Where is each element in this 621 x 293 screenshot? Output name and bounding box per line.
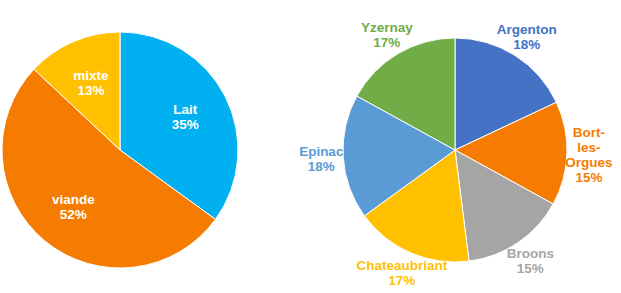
chart-canvas: Lait35%viande52%mixte13%Argenton18%Bort-… <box>0 0 621 293</box>
pie-slice <box>357 38 455 150</box>
data-label-line: 17% <box>388 273 415 288</box>
data-label-line: Broons <box>507 246 554 261</box>
data-label: Broons15% <box>507 246 554 276</box>
data-label: Yzernay17% <box>361 20 413 50</box>
data-label: viande52% <box>52 191 95 221</box>
data-label: Argenton18% <box>497 22 557 52</box>
data-label: Chateaubriant17% <box>356 258 447 288</box>
data-label-line: mixte <box>73 68 109 83</box>
data-label-line: 15% <box>517 261 544 276</box>
data-label: Bort-les-Orgues15% <box>565 124 612 184</box>
data-label-line: 52% <box>60 206 87 221</box>
data-label-line: Lait <box>173 102 198 117</box>
data-label-line: 35% <box>172 117 199 132</box>
data-label: mixte13% <box>73 68 109 98</box>
data-label-line: 17% <box>373 35 400 50</box>
data-label-line: 18% <box>513 37 540 52</box>
data-label-line: les- <box>577 139 600 154</box>
data-label-line: 18% <box>308 158 335 173</box>
pie-slice <box>455 150 553 261</box>
data-label-line: 13% <box>77 83 104 98</box>
data-label-line: Orgues <box>565 154 612 169</box>
pie <box>343 38 567 262</box>
pie <box>2 32 238 268</box>
data-label-line: Yzernay <box>361 20 413 35</box>
data-label: Lait35% <box>172 102 199 132</box>
data-label: Epinac18% <box>299 143 344 173</box>
data-label-line: Bort- <box>573 124 605 139</box>
data-label-line: Epinac <box>299 143 344 158</box>
data-label-line: Chateaubriant <box>356 258 447 273</box>
data-label-line: viande <box>52 191 95 206</box>
data-label-line: 15% <box>575 169 602 184</box>
pie-slice <box>34 32 120 150</box>
data-label-line: Argenton <box>497 22 557 37</box>
